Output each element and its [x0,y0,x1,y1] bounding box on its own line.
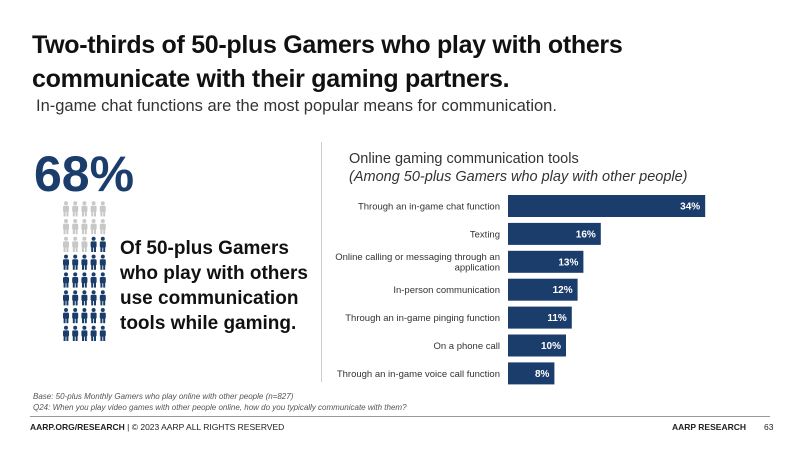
person-icon [63,219,69,235]
chart-title: Online gaming communication tools [349,151,579,167]
person-icon [63,254,69,270]
person-icon [99,290,106,306]
footer-brand: AARP RESEARCH [672,422,746,432]
page-title: Two-thirds of 50-plus Gamers who play wi… [32,31,623,93]
person-icon [72,272,79,288]
person-icon [72,219,79,235]
category-label: Online calling or messaging through an ap… [335,252,500,273]
person-icon [81,201,88,217]
person-icon [81,236,88,252]
person-icon [99,308,106,324]
person-icon [90,236,97,252]
person-icon [99,254,106,270]
person-icon [72,325,79,341]
person-icon [99,325,106,341]
person-icon [81,219,88,235]
footer-rule [30,416,770,417]
category-label: Through an in-game voice call function [337,369,500,380]
person-icon [72,236,79,252]
bar-1 [508,222,601,245]
person-icon [99,236,106,252]
person-icon [90,272,97,288]
person-icon [81,290,88,306]
person-icon [63,308,69,324]
person-icon [63,201,69,217]
footer-copyright: AARP.ORG/RESEARCH | © 2023 AARP ALL RIGH… [30,422,284,432]
person-icon-grid [62,201,112,381]
person-icon [72,308,79,324]
page-number: 63 [764,422,774,432]
person-icon [81,272,88,288]
person-icon [90,325,97,341]
bar-value-label: 10% [541,341,561,352]
category-label: On a phone call [433,341,500,352]
footnote-question: Q24: When you play video games with othe… [33,403,407,412]
footer-site-link[interactable]: AARP.ORG/RESEARCH [30,422,125,432]
stat-value: 68% [34,146,135,202]
bar-6 [508,362,555,385]
page-subtitle: In-game chat functions are the most popu… [36,97,557,115]
person-icon [81,254,88,270]
person-icon [90,219,97,235]
category-label: Through an in-game pinging function [345,313,500,324]
bar-value-label: 16% [576,229,596,240]
person-icon [90,254,97,270]
person-icon [63,272,69,288]
bar-3 [508,278,578,301]
bar-5 [508,334,566,357]
person-icon [63,236,69,252]
bar-value-label: 8% [535,369,550,380]
person-icon [99,219,106,235]
bar-0 [508,195,706,217]
stat-description: Of 50-plus Gamers who play with others u… [120,238,308,334]
chart-subtitle: (Among 50-plus Gamers who play with othe… [349,169,688,185]
person-icon [81,308,88,324]
person-icon [81,325,88,341]
bar-value-label: 11% [547,313,567,324]
divider [321,142,322,382]
person-icon [72,254,79,270]
category-label: Texting [470,229,500,240]
bar-2 [508,250,584,273]
footnote-base: Base: 50-plus Monthly Gamers who play on… [33,392,294,401]
bar-value-label: 12% [553,285,573,296]
category-label: Through an in-game chat function [358,202,500,213]
footer-copyright-text: | © 2023 AARP ALL RIGHTS RESERVED [124,422,285,432]
person-icon-grid-svg [63,201,106,341]
person-icon [63,290,69,306]
person-icon [90,308,97,324]
person-icon [63,325,69,341]
person-icon [90,290,97,306]
bar-value-label: 34% [680,202,700,213]
person-icon [72,290,79,306]
person-icon [99,272,106,288]
person-icon [72,201,79,217]
person-icon [90,201,97,217]
category-label: In-person communication [393,285,500,296]
bar-value-label: 13% [558,257,578,268]
person-icon [99,201,106,217]
bar-chart: 34% Through an in-game chat function 16% Te… [335,195,706,385]
bar-4 [508,306,572,329]
